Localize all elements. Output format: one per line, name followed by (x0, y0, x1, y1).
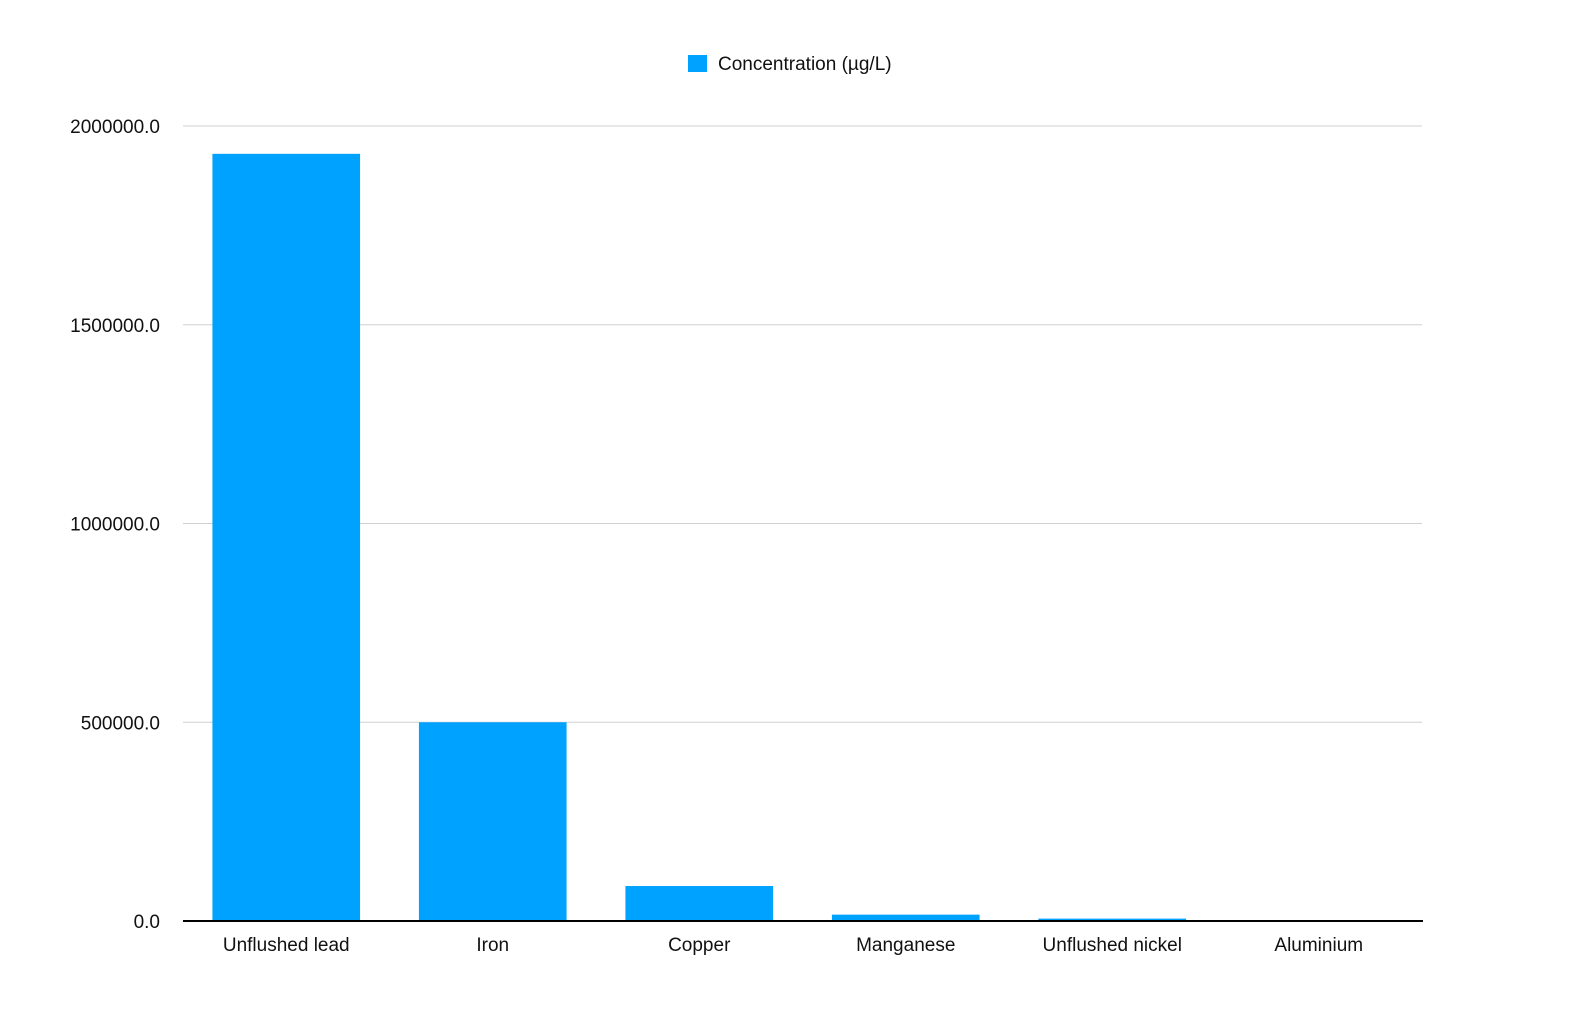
bar-unflushed-nickel (1038, 918, 1187, 921)
legend-swatch (688, 55, 707, 72)
bar-copper (625, 886, 774, 921)
legend-label: Concentration (µg/L) (718, 54, 892, 75)
x-category-label: Unflushed nickel (1043, 935, 1182, 956)
y-tick-label: 500000.0 (81, 713, 160, 734)
x-axis-category-labels: Unflushed lead Iron Copper Manganese Unflush… (223, 935, 1363, 956)
y-axis-tick-labels: 0.0 500000.0 1000000.0 1500000.0 2000000.0 (70, 117, 160, 933)
bar-unflushed-lead (212, 153, 361, 921)
x-category-label: Iron (476, 935, 509, 956)
bar-iron (418, 722, 567, 921)
bars (212, 153, 1393, 921)
x-category-label: Aluminium (1274, 935, 1363, 956)
y-tick-label: 2000000.0 (70, 117, 160, 138)
x-category-label: Manganese (856, 935, 955, 956)
x-category-label: Unflushed lead (223, 935, 350, 956)
y-tick-label: 1500000.0 (70, 316, 160, 337)
y-tick-label: 1000000.0 (70, 515, 160, 536)
x-category-label: Copper (668, 935, 731, 956)
y-tick-label: 0.0 (134, 912, 160, 933)
gridlines (183, 125, 1422, 723)
legend: Concentration (µg/L) (688, 54, 892, 75)
bar-manganese (831, 914, 980, 921)
